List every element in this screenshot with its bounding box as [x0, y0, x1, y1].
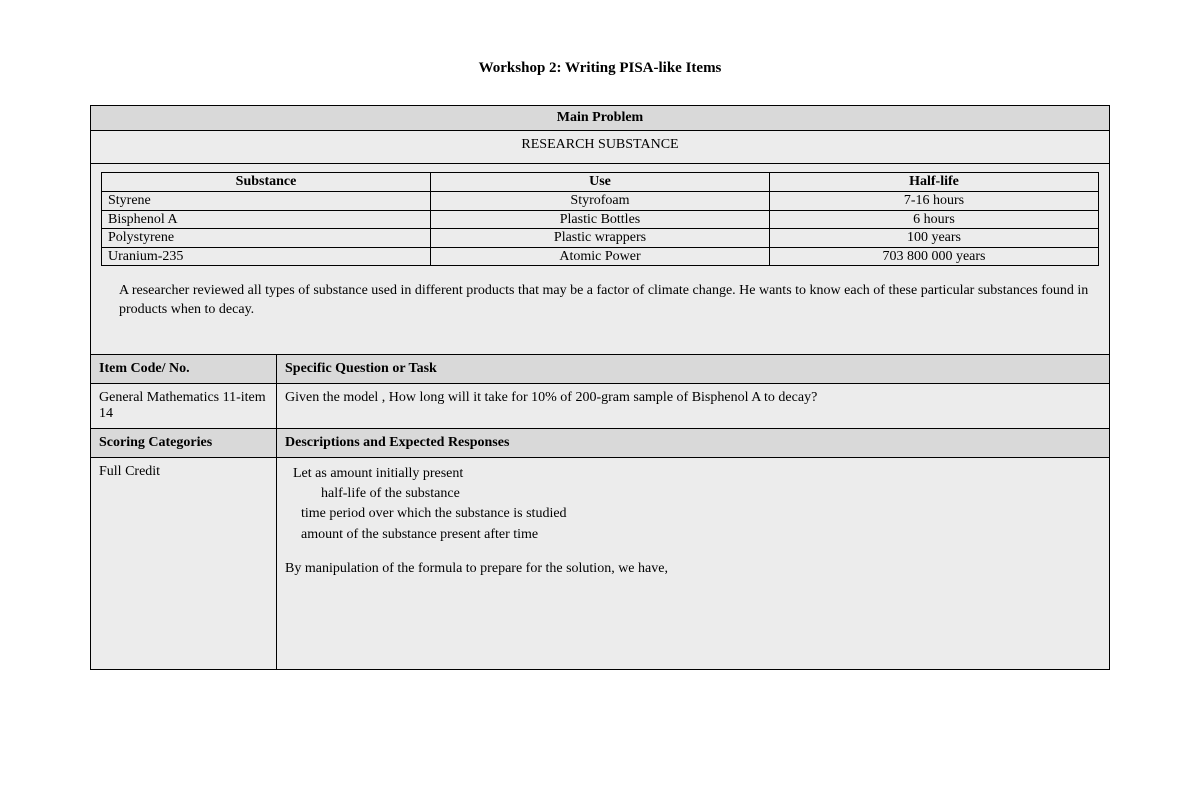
specific-question-value: Given the model , How long will it take …: [277, 384, 1109, 428]
research-substance-title: RESEARCH SUBSTANCE: [91, 131, 1109, 164]
narrative-text: A researcher reviewed all types of subst…: [91, 266, 1109, 355]
table-row: Polystyrene Plastic wrappers 100 years: [102, 229, 1099, 248]
table-row: Styrene Styrofoam 7-16 hours: [102, 192, 1099, 211]
cell-use: Atomic Power: [431, 247, 770, 266]
cell-substance: Uranium-235: [102, 247, 431, 266]
col-halflife: Half-life: [769, 173, 1098, 192]
response-line: Let as amount initially present: [285, 464, 1101, 484]
table-header-row: Substance Use Half-life: [102, 173, 1099, 192]
scoring-label: Scoring Categories: [91, 429, 277, 457]
col-use: Use: [431, 173, 770, 192]
cell-use: Styrofoam: [431, 192, 770, 211]
item-code-label: Item Code/ No.: [91, 355, 277, 383]
expected-response: Let as amount initially present half-lif…: [277, 458, 1109, 669]
cell-halflife: 7-16 hours: [769, 192, 1098, 211]
scoring-value: Full Credit: [91, 458, 277, 669]
cell-halflife: 100 years: [769, 229, 1098, 248]
cell-use: Plastic Bottles: [431, 210, 770, 229]
response-line: amount of the substance present after ti…: [285, 525, 1101, 545]
response-line: By manipulation of the formula to prepar…: [285, 559, 1101, 579]
item-value-row: General Mathematics 11-item 14 Given the…: [91, 384, 1109, 429]
cell-halflife: 703 800 000 years: [769, 247, 1098, 266]
cell-use: Plastic wrappers: [431, 229, 770, 248]
scoring-header-row: Scoring Categories Descriptions and Expe…: [91, 429, 1109, 458]
cell-substance: Bisphenol A: [102, 210, 431, 229]
cell-substance: Polystyrene: [102, 229, 431, 248]
specific-question-label: Specific Question or Task: [277, 355, 1109, 383]
descriptions-label: Descriptions and Expected Responses: [277, 429, 1109, 457]
response-line: half-life of the substance: [285, 484, 1101, 504]
scoring-body-row: Full Credit Let as amount initially pres…: [91, 458, 1109, 669]
substance-table-wrap: Substance Use Half-life Styrene Styrofoa…: [91, 164, 1109, 266]
worksheet-container: Main Problem RESEARCH SUBSTANCE Substanc…: [90, 105, 1110, 670]
page-title: Workshop 2: Writing PISA-like Items: [90, 60, 1110, 77]
item-code-value: General Mathematics 11-item 14: [91, 384, 277, 428]
cell-halflife: 6 hours: [769, 210, 1098, 229]
substance-table: Substance Use Half-life Styrene Styrofoa…: [101, 172, 1099, 266]
col-substance: Substance: [102, 173, 431, 192]
table-row: Uranium-235 Atomic Power 703 800 000 yea…: [102, 247, 1099, 266]
table-row: Bisphenol A Plastic Bottles 6 hours: [102, 210, 1099, 229]
response-line: time period over which the substance is …: [285, 504, 1101, 524]
item-header-row: Item Code/ No. Specific Question or Task: [91, 355, 1109, 384]
main-problem-header: Main Problem: [91, 106, 1109, 131]
cell-substance: Styrene: [102, 192, 431, 211]
